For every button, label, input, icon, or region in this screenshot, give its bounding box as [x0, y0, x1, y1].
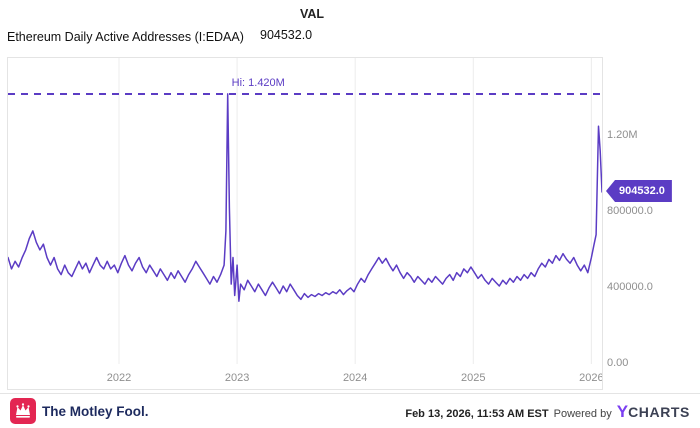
footer: The Motley Fool. Feb 13, 2026, 11:53 AM … — [0, 393, 700, 428]
x-axis-tick-label: 2022 — [107, 372, 131, 384]
chart-plot-svg: 2022 2023 2024 2025 2026 — [8, 58, 602, 384]
ycharts-logo-y: Y — [616, 401, 629, 421]
ycharts-logo: Y CHARTS — [617, 403, 690, 420]
powered-by-label: Powered by — [553, 407, 612, 420]
last-value-badge: 904532.0 — [606, 179, 672, 202]
x-axis-tick-label: 2023 — [225, 372, 249, 384]
val-column-label: VAL — [299, 7, 325, 21]
y-axis-tick-label: 1.20M — [607, 128, 638, 141]
high-watermark-label: Hi: 1.420M — [231, 76, 285, 89]
data-line — [8, 93, 602, 302]
x-axis-tick-label: 2024 — [343, 372, 367, 384]
footer-meta: Feb 13, 2026, 11:53 AM EST Powered by Y … — [405, 403, 690, 420]
x-axis-tick-label: 2026 — [579, 372, 602, 384]
chart-plot-area: 2022 2023 2024 2025 2026 — [7, 57, 603, 390]
value-column-header: VAL 904532.0 — [252, 6, 372, 44]
ycharts-logo-text: CHARTS — [628, 403, 690, 420]
current-value: 904532.0 — [260, 28, 313, 42]
timestamp: Feb 13, 2026, 11:53 AM EST — [405, 407, 549, 420]
motley-fool-jester-icon — [10, 398, 36, 424]
motley-fool-brand: The Motley Fool. — [10, 398, 149, 424]
series-title: Ethereum Daily Active Addresses (I:EDAA) — [7, 30, 244, 44]
x-axis-tick-label: 2025 — [461, 372, 485, 384]
y-axis-tick-label: 800000.0 — [607, 204, 653, 217]
motley-fool-wordmark: The Motley Fool. — [42, 403, 149, 419]
y-axis-tick-label: 400000.0 — [607, 280, 653, 293]
y-axis-tick-label: 0.00 — [607, 357, 629, 369]
